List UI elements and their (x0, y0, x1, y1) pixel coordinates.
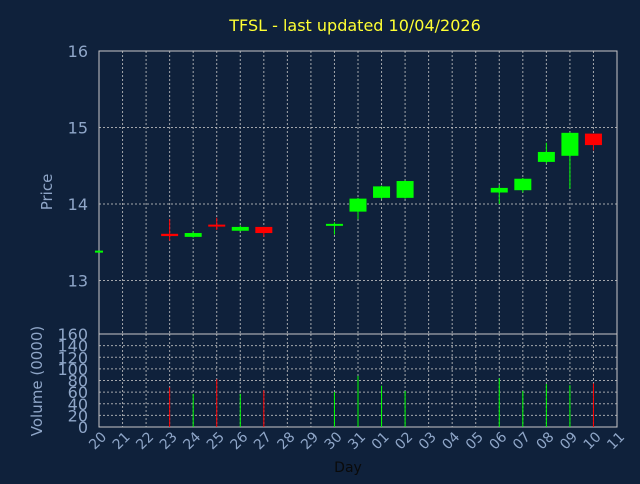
candle-body (514, 178, 532, 191)
price-tick-label: 15 (68, 118, 88, 137)
day-tick-label: 10 (581, 429, 605, 453)
candle (208, 217, 226, 230)
day-tick-label: 20 (86, 429, 110, 453)
day-tick-label: 03 (416, 429, 440, 453)
candle-body (184, 233, 202, 237)
volume-axis-label: Volume (0000) (28, 326, 46, 436)
price-tick-label: 14 (68, 195, 88, 214)
candle (584, 133, 602, 151)
day-tick-label: 28 (275, 429, 299, 453)
day-tick-label: 30 (322, 429, 346, 453)
candle-body (161, 233, 179, 237)
candle-body (325, 223, 343, 226)
day-tick-label: 25 (204, 429, 228, 453)
price-panel: 13 14 15 16 (68, 42, 618, 335)
day-axis-label: Day (334, 460, 362, 476)
candle (514, 177, 532, 193)
volume-tick-label: 0 (78, 418, 88, 437)
day-tick-label: 06 (486, 429, 510, 453)
day-tick-label: 11 (604, 429, 628, 453)
day-tick-label: 23 (157, 429, 181, 453)
candle-body (373, 186, 391, 198)
day-tick-label: 02 (392, 429, 416, 453)
candle-body (255, 226, 273, 234)
volume-tick-label: 140 (57, 337, 88, 356)
price-axis-label: Price (38, 174, 56, 211)
day-tick-label: 05 (463, 429, 487, 453)
day-tick-label: 24 (180, 429, 204, 453)
price-tick-label: 13 (68, 271, 88, 290)
candle (161, 219, 179, 241)
price-tick-label: 16 (68, 42, 88, 61)
candle-body (584, 133, 602, 146)
volume-tick-label: 60 (68, 383, 88, 402)
day-tick-label: 27 (251, 429, 275, 453)
candle-body (95, 250, 103, 253)
day-tick-label: 01 (369, 429, 393, 453)
day-tick-labels: 20 21 22 23 24 25 26 27 28 29 30 31 01 02 03 04 05 06 07 08… (86, 429, 628, 453)
volume-tick-label: 120 (57, 348, 88, 367)
chart-title: TFSL - last updated 10/04/2026 (228, 16, 481, 35)
day-tick-label: 08 (534, 429, 558, 453)
volume-tick-label: 160 (57, 325, 88, 344)
candle (349, 197, 367, 220)
day-tick-label: 22 (133, 429, 157, 453)
day-tick-label: 09 (557, 429, 581, 453)
volume-tick-label: 20 (68, 406, 88, 425)
candle (561, 132, 579, 189)
candle (231, 225, 249, 232)
candle (396, 180, 414, 199)
candle (325, 222, 343, 235)
day-tick-label: 04 (439, 429, 463, 453)
candle-body (349, 198, 367, 212)
day-tick-label: 07 (510, 429, 534, 453)
candle-body (208, 224, 226, 227)
volume-tick-label: 40 (68, 395, 88, 414)
candle-body (537, 151, 555, 162)
candle (373, 185, 391, 200)
day-tick-label: 31 (345, 429, 369, 453)
volume-tick-label: 100 (57, 360, 88, 379)
candle (537, 142, 555, 164)
candle (255, 226, 273, 237)
day-tick-label: 26 (227, 429, 251, 453)
candle-body (231, 226, 249, 231)
candle-body (490, 187, 508, 193)
day-tick-label: 29 (298, 429, 322, 453)
candle (184, 231, 202, 238)
candle (95, 250, 103, 253)
day-tick-label: 21 (110, 429, 134, 453)
candle-body (396, 181, 414, 198)
candle (490, 184, 508, 204)
candle-body (561, 132, 579, 156)
volume-tick-label: 80 (68, 372, 88, 391)
